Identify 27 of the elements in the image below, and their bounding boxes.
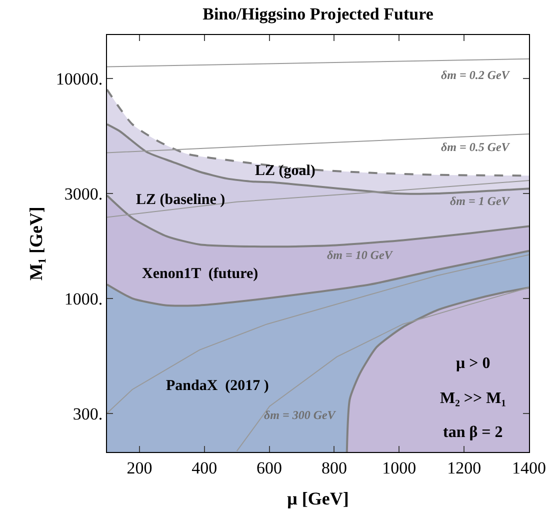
annotation: tan β = 2	[443, 424, 503, 441]
chart-title: Bino/Higgsino Projected Future	[202, 4, 434, 24]
y-tick-label: 10000.	[56, 70, 103, 89]
x-tick-label: 1400	[512, 458, 546, 478]
line-series	[107, 180, 529, 218]
y-tick-label: 1000.	[64, 289, 103, 308]
y-tick-label: 300.	[72, 404, 103, 424]
x-tick-label: 1200	[447, 458, 482, 478]
annotation: LZ (goal)	[255, 163, 316, 179]
annotation: Xenon1T (future)	[142, 266, 258, 282]
annotation: μ > 0	[456, 355, 490, 372]
x-tick-label: 200	[126, 458, 152, 478]
annotation: PandaX (2017 )	[166, 378, 269, 394]
annotation: δm = 10 GeV	[327, 248, 394, 262]
x-axis-title: μ [GeV]	[287, 488, 349, 508]
y-tick-label: 3000.	[64, 184, 103, 204]
x-tick-label: 800	[321, 458, 347, 478]
annotation: M₂ >> M₁	[440, 390, 506, 407]
annotation: δm = 0.5 GeV	[441, 140, 510, 154]
y-axis-title: M₁ [GeV]	[26, 206, 46, 280]
annotation: δm = 1 GeV	[450, 194, 510, 208]
annotation: LZ (baseline )	[136, 192, 226, 208]
x-tick-label: 400	[192, 458, 218, 478]
x-tick-label: 600	[256, 458, 282, 478]
annotation: δm = 300 GeV	[264, 408, 336, 422]
annotation: δm = 0.2 GeV	[441, 68, 510, 82]
x-tick-label: 1000	[382, 458, 416, 478]
